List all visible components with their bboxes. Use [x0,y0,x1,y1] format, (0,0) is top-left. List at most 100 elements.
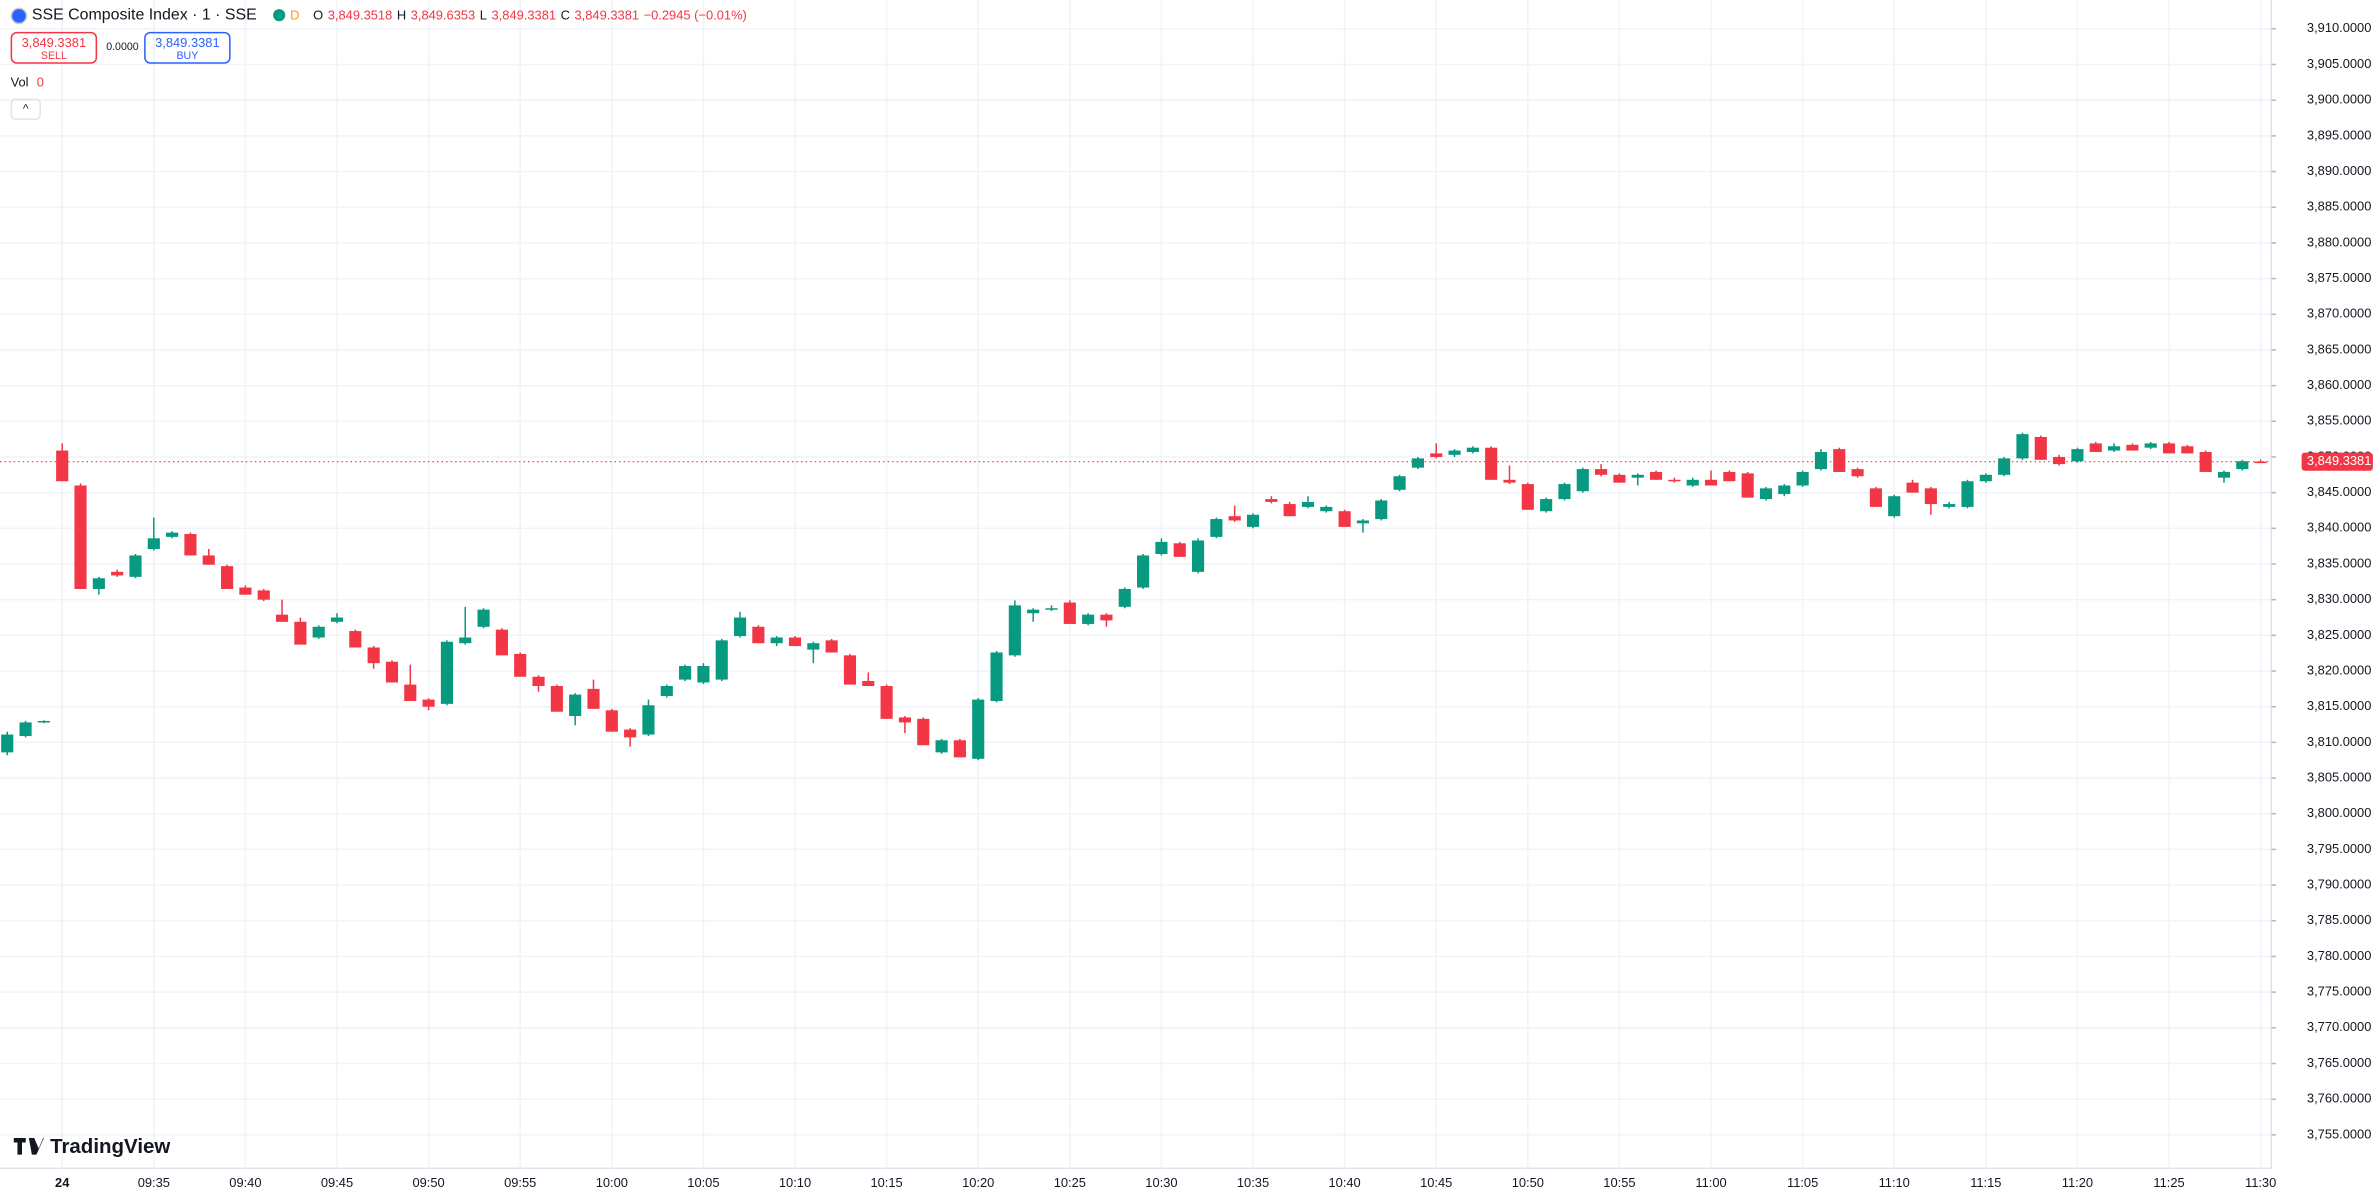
y-tick-label: 3,790.0000 [2307,877,2371,892]
x-tick-label: 09:40 [229,1175,261,1190]
x-tick-label: 09:55 [504,1175,536,1190]
candle-body [367,647,380,664]
candle-body [569,694,582,716]
x-tick-label: 10:10 [779,1175,811,1190]
candle-body [1191,540,1205,572]
candle-body [1595,469,1608,475]
candle-body [37,720,50,723]
candle-body [1246,514,1260,527]
collapse-button[interactable]: ^ [10,98,41,120]
y-tick-label: 3,760.0000 [2307,1091,2371,1106]
candle-body [807,643,820,650]
candle-body [1228,516,1241,521]
x-tick-label: 10:45 [1420,1175,1452,1190]
candle-body [349,631,362,648]
y-tick-label: 3,825.0000 [2307,627,2371,642]
y-tick-label: 3,855.0000 [2307,413,2371,428]
candle-body [385,661,399,683]
y-tick-label: 3,875.0000 [2307,270,2371,285]
market-status [273,9,286,22]
y-tick-label: 3,800.0000 [2307,805,2371,820]
candle-body [1,734,14,753]
high-value: 3,849.6353 [410,7,476,23]
candle-body [660,686,673,697]
y-tick-label: 3,860.0000 [2307,377,2371,392]
candle-body [1008,605,1021,656]
buy-button[interactable]: 3,849.3381 BUY [144,31,231,64]
candle-body [92,578,105,589]
x-tick-label: 10:35 [1237,1175,1269,1190]
session: D [290,7,300,23]
y-tick-label: 3,830.0000 [2307,591,2371,606]
candle-body [1851,469,1864,477]
candle-body [1796,471,1809,486]
buy-price: 3,849.3381 [155,34,220,51]
candle-body [1485,447,1498,480]
candle-body [1155,541,1168,555]
y-tick-label: 3,870.0000 [2307,306,2371,321]
y-tick-label: 3,845.0000 [2307,484,2371,499]
candle-body [1356,520,1370,524]
candle-body [1723,471,1736,482]
candle-body [330,617,344,622]
candle-body [56,450,69,482]
candle-body [202,555,215,565]
candle-body [642,705,655,735]
candle-body [605,710,618,732]
logo [13,1137,44,1154]
x-tick-label: 10:15 [870,1175,902,1190]
y-tick-label: 3,840.0000 [2307,520,2371,535]
candle-body [275,614,289,622]
candle-body [1283,504,1296,517]
x-tick-label: 10:00 [596,1175,628,1190]
candle-body [404,684,417,702]
candle-body [1631,474,1644,478]
candle-body [550,686,563,712]
candle-body [111,571,124,576]
candle-body [1943,504,1956,507]
y-tick-label: 3,805.0000 [2307,769,2371,784]
candle-body [679,666,692,680]
y-tick-label: 3,890.0000 [2307,163,2371,178]
candle-body [1448,450,1461,455]
spread: 0.0000 [106,42,139,54]
change: −0.2945 (−0.01%) [643,7,747,23]
y-tick-label: 3,785.0000 [2307,912,2371,927]
close-value: 3,849.3381 [574,7,640,23]
y-tick-label: 3,780.0000 [2307,948,2371,963]
candle-body [770,637,783,644]
candle-body [1558,484,1571,500]
candle-body [1118,588,1131,607]
candle-body [1393,476,1406,490]
volume-value: 0 [36,74,44,90]
candle-body [1979,474,1992,482]
candle-body [953,740,966,758]
candle-body [1430,453,1443,457]
candle-body [312,626,325,638]
symbol[interactable]: SSE Composite Index · 1 · SSE [31,6,257,25]
candle-body [880,686,893,719]
x-tick-label: 09:45 [321,1175,353,1190]
candle-body [1814,451,1828,470]
candle-body [1210,519,1223,537]
candle-body [1265,499,1278,502]
candle-body [1741,473,1754,498]
candle-body [2071,449,2084,462]
candle-body [294,621,307,645]
high-label: H [396,7,407,23]
candle-body [1906,482,1919,493]
sell-button[interactable]: 3,849.3381 SELL [10,31,98,64]
candle-body [2162,443,2176,454]
candle-body [1888,496,1901,517]
x-tick-label: 24 [55,1175,70,1190]
candle-body [2144,443,2157,448]
candle-body [514,653,527,677]
candle-body [147,538,160,550]
candle-body [843,655,857,685]
candle-body [1961,481,1974,507]
candle-body [1027,609,1040,614]
candle-body [1540,499,1553,512]
open-value: 3,849.3518 [327,7,393,23]
